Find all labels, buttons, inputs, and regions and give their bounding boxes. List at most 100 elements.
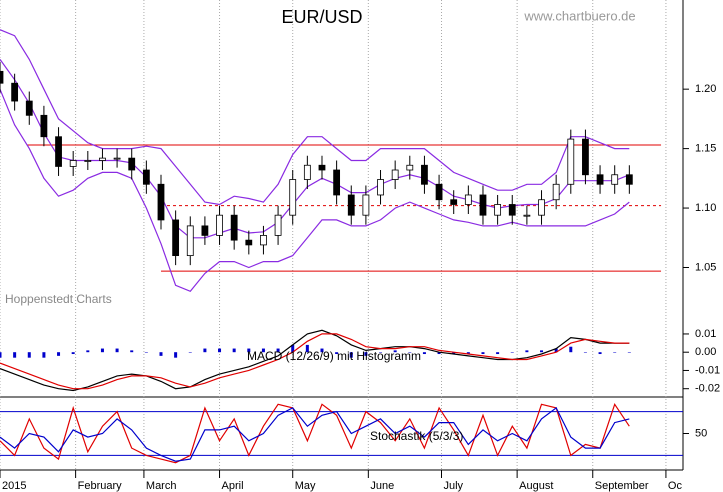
x-tick-label: Oc xyxy=(668,480,683,492)
y-tick-label: 0.01 xyxy=(695,328,716,340)
histogram-bar xyxy=(422,352,426,355)
histogram-bar xyxy=(159,352,163,356)
histogram-bar xyxy=(335,352,339,355)
histogram-bar xyxy=(115,348,119,353)
candle-body xyxy=(508,204,516,216)
x-tick-label: September xyxy=(595,480,649,492)
candle-body xyxy=(230,214,238,241)
x-tick-label: April xyxy=(222,480,244,492)
source: www.chartbuero.de xyxy=(523,8,635,23)
candle-body xyxy=(25,100,33,116)
candle-body xyxy=(552,183,560,201)
candle-body xyxy=(464,194,472,205)
candle-body xyxy=(245,239,253,246)
histogram-bar xyxy=(13,352,17,358)
candle-body xyxy=(55,136,62,167)
candle-body xyxy=(11,82,19,102)
histogram-bar xyxy=(379,352,383,353)
histogram-bar xyxy=(510,352,514,353)
histogram-bar xyxy=(525,350,529,353)
histogram-bar xyxy=(613,352,617,353)
histogram-bar xyxy=(540,350,544,353)
candle-body xyxy=(84,160,92,162)
y-tick-label: -0.01 xyxy=(695,364,720,376)
candle-body xyxy=(377,179,384,196)
series-line xyxy=(0,29,630,206)
candle-body xyxy=(479,194,487,216)
y-tick-label: 1.20 xyxy=(695,83,716,95)
series-line xyxy=(0,402,630,464)
histogram-bar xyxy=(42,352,46,358)
histogram-bar xyxy=(130,350,134,353)
candle-body xyxy=(303,164,311,180)
candle-body xyxy=(625,174,633,185)
panel-title: MACD (12/26/9) mit Histogramm xyxy=(247,349,421,363)
candle-body xyxy=(69,160,77,167)
histogram-bar xyxy=(261,348,265,353)
candle-body xyxy=(157,183,165,221)
histogram-bar xyxy=(627,352,631,353)
candle-body xyxy=(421,164,428,185)
candle-body xyxy=(40,114,48,138)
histogram-bar xyxy=(174,352,178,358)
histogram-bar xyxy=(232,348,236,353)
candle-body xyxy=(611,174,619,185)
histogram-bar xyxy=(452,352,456,355)
candle-body xyxy=(347,194,355,216)
series-line xyxy=(0,88,630,293)
histogram-bar xyxy=(144,352,148,353)
candle-body xyxy=(596,174,604,185)
histogram-bar xyxy=(0,352,2,358)
histogram-bar xyxy=(27,352,31,358)
x-tick-label: 2015 xyxy=(2,480,26,492)
series-line xyxy=(0,329,630,392)
candle-body xyxy=(391,169,399,180)
candle-body xyxy=(494,204,502,216)
histogram-bar xyxy=(86,350,90,353)
y-tick-label: 1.15 xyxy=(695,143,716,155)
candle-body xyxy=(99,157,106,161)
candle-body xyxy=(435,183,443,201)
candle-body xyxy=(406,164,414,171)
y-tick-label: 1.10 xyxy=(695,202,716,214)
histogram-bar xyxy=(320,348,324,353)
histogram-bar xyxy=(276,348,280,353)
histogram-bar xyxy=(554,348,558,353)
x-tick-label: July xyxy=(444,480,464,492)
histogram-bar xyxy=(408,352,412,353)
histogram-bar xyxy=(583,352,587,353)
candle-body xyxy=(362,194,370,216)
histogram-bar xyxy=(218,348,222,353)
x-tick-label: March xyxy=(146,480,177,492)
x-tick-label: February xyxy=(78,480,123,492)
histogram-bar xyxy=(569,346,573,353)
histogram-bar xyxy=(466,352,470,355)
candle-body xyxy=(582,138,589,176)
histogram-bar xyxy=(247,348,251,353)
candle-body xyxy=(289,179,297,216)
histogram-bar xyxy=(57,352,61,356)
histogram-bar xyxy=(481,352,485,355)
histogram-bar xyxy=(71,352,75,355)
candle-body xyxy=(318,164,326,171)
histogram-bar xyxy=(364,352,368,356)
x-tick-label: June xyxy=(370,480,394,492)
histogram-bar xyxy=(349,352,353,358)
candle-body xyxy=(216,214,223,236)
x-tick-label: May xyxy=(295,480,316,492)
y-tick-label: 0.00 xyxy=(695,346,716,358)
candle-body xyxy=(201,225,209,236)
series-line xyxy=(0,406,630,462)
histogram-bar xyxy=(305,344,309,353)
candle-body xyxy=(0,70,4,84)
series-line xyxy=(0,333,630,390)
candle-body xyxy=(128,157,136,171)
candle-body xyxy=(142,169,150,185)
histogram-bar xyxy=(203,348,207,353)
x-tick-label: August xyxy=(519,480,553,492)
y-tick-label: 1.05 xyxy=(695,261,716,273)
panel-title: Stochastik (5/3/3) xyxy=(370,429,463,443)
histogram-bar xyxy=(496,352,500,355)
